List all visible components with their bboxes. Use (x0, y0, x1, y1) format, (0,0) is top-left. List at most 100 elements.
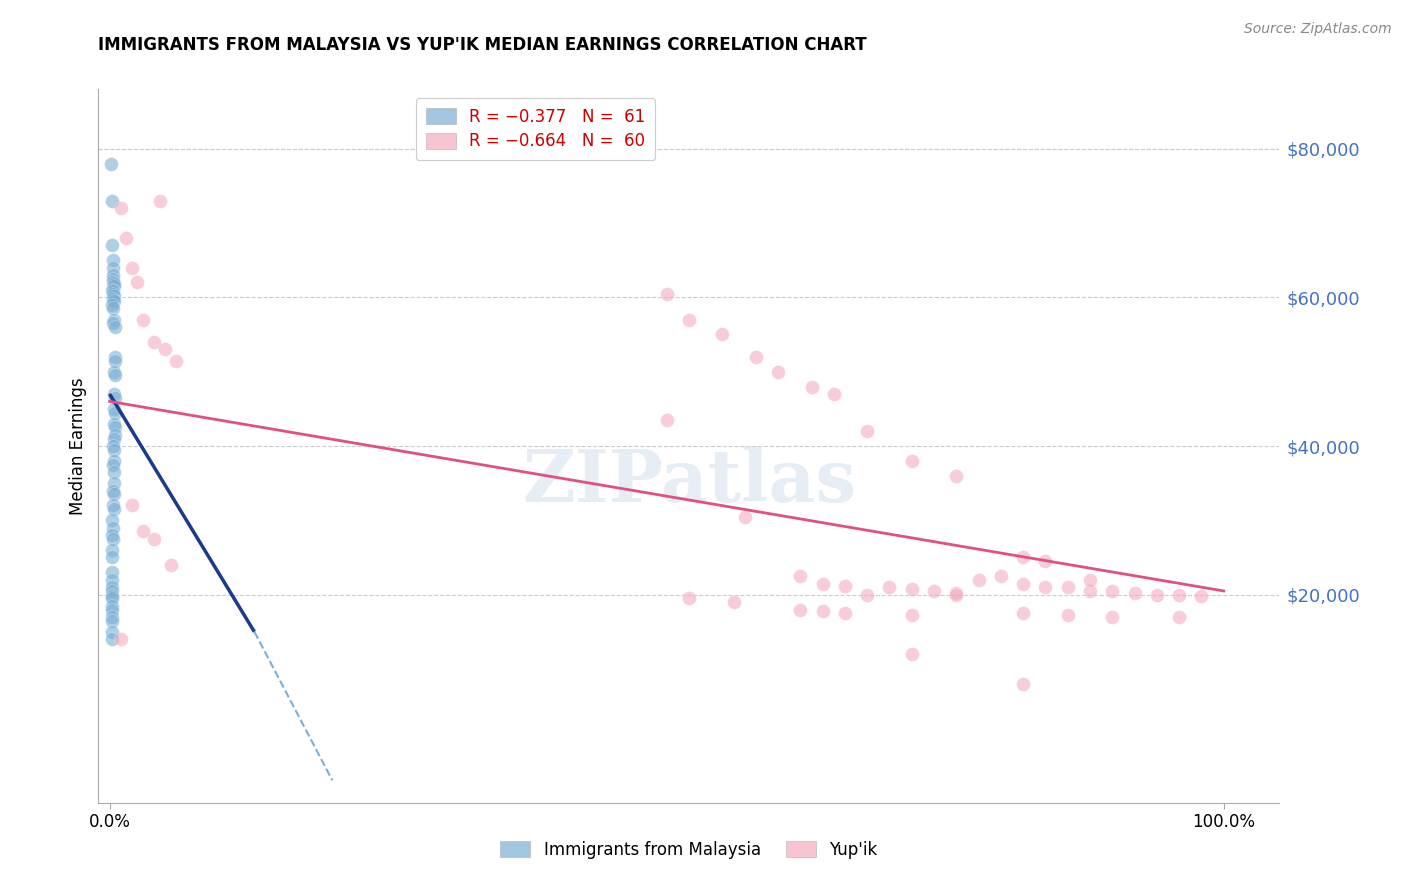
Point (101, 458, 124, 472)
Point (101, 271, 124, 285)
Point (101, 268, 124, 282)
Point (165, 353, 187, 368)
Point (101, 439, 124, 453)
Point (101, 573, 124, 587)
Point (678, 591, 700, 606)
Point (101, 499, 124, 513)
Point (101, 194, 124, 208)
Point (101, 238, 124, 252)
Point (101, 543, 124, 558)
Point (922, 583, 945, 598)
Point (149, 194, 172, 208)
Point (103, 417, 125, 431)
Point (945, 588, 967, 602)
Point (103, 442, 125, 457)
Point (856, 588, 879, 602)
Text: ZIPatlas: ZIPatlas (522, 446, 856, 517)
Point (127, 276, 149, 290)
Point (103, 465, 125, 479)
Point (945, 586, 967, 600)
Point (104, 405, 127, 419)
Point (101, 580, 124, 594)
Point (101, 298, 124, 312)
Point (655, 286, 678, 301)
Point (104, 350, 127, 364)
Point (800, 379, 823, 393)
Point (103, 502, 125, 516)
Point (766, 365, 789, 379)
Point (789, 602, 811, 616)
Point (678, 312, 700, 326)
Point (101, 602, 124, 616)
Point (103, 279, 125, 293)
Point (967, 573, 990, 587)
Point (1012, 677, 1035, 691)
Point (160, 558, 183, 572)
Y-axis label: Median Earnings: Median Earnings (69, 377, 87, 515)
Point (900, 608, 922, 623)
Point (879, 580, 901, 594)
Point (155, 343, 177, 357)
Point (1056, 580, 1078, 594)
Point (101, 316, 124, 330)
Point (101, 610, 124, 624)
Point (101, 521, 124, 535)
Point (900, 582, 922, 596)
Point (115, 231, 138, 245)
Point (101, 532, 124, 546)
Point (834, 579, 856, 593)
Point (101, 624, 124, 639)
Point (103, 277, 125, 291)
Point (101, 285, 124, 299)
Point (745, 350, 768, 364)
Point (723, 595, 745, 609)
Point (811, 576, 834, 591)
Point (101, 589, 124, 603)
Point (1168, 610, 1191, 624)
Point (101, 292, 124, 306)
Point (101, 614, 124, 628)
Point (132, 312, 155, 326)
Point (103, 293, 125, 308)
Point (811, 604, 834, 618)
Point (103, 487, 125, 501)
Point (834, 607, 856, 621)
Point (101, 513, 124, 527)
Point (1191, 589, 1213, 603)
Point (1078, 573, 1101, 587)
Point (104, 353, 127, 368)
Point (104, 391, 127, 405)
Point (101, 253, 124, 268)
Point (101, 283, 124, 297)
Point (1146, 588, 1168, 602)
Point (143, 532, 166, 546)
Point (104, 320, 127, 334)
Point (1035, 580, 1057, 594)
Point (1078, 583, 1101, 598)
Point (789, 569, 811, 583)
Point (734, 509, 756, 524)
Point (823, 387, 845, 401)
Point (1035, 554, 1057, 568)
Point (143, 334, 166, 349)
Point (101, 483, 124, 498)
Text: Source: ZipAtlas.com: Source: ZipAtlas.com (1244, 22, 1392, 37)
Point (1101, 610, 1123, 624)
Point (132, 524, 155, 539)
Point (856, 424, 879, 438)
Point (101, 301, 124, 316)
Point (103, 432, 125, 446)
Point (101, 591, 124, 606)
Point (1012, 550, 1035, 565)
Point (1012, 576, 1035, 591)
Point (900, 454, 922, 468)
Point (103, 289, 125, 303)
Point (103, 454, 125, 468)
Point (900, 647, 922, 661)
Point (990, 569, 1012, 583)
Point (101, 276, 124, 290)
Point (110, 632, 132, 647)
Point (1012, 607, 1035, 621)
Point (1168, 588, 1191, 602)
Point (101, 550, 124, 565)
